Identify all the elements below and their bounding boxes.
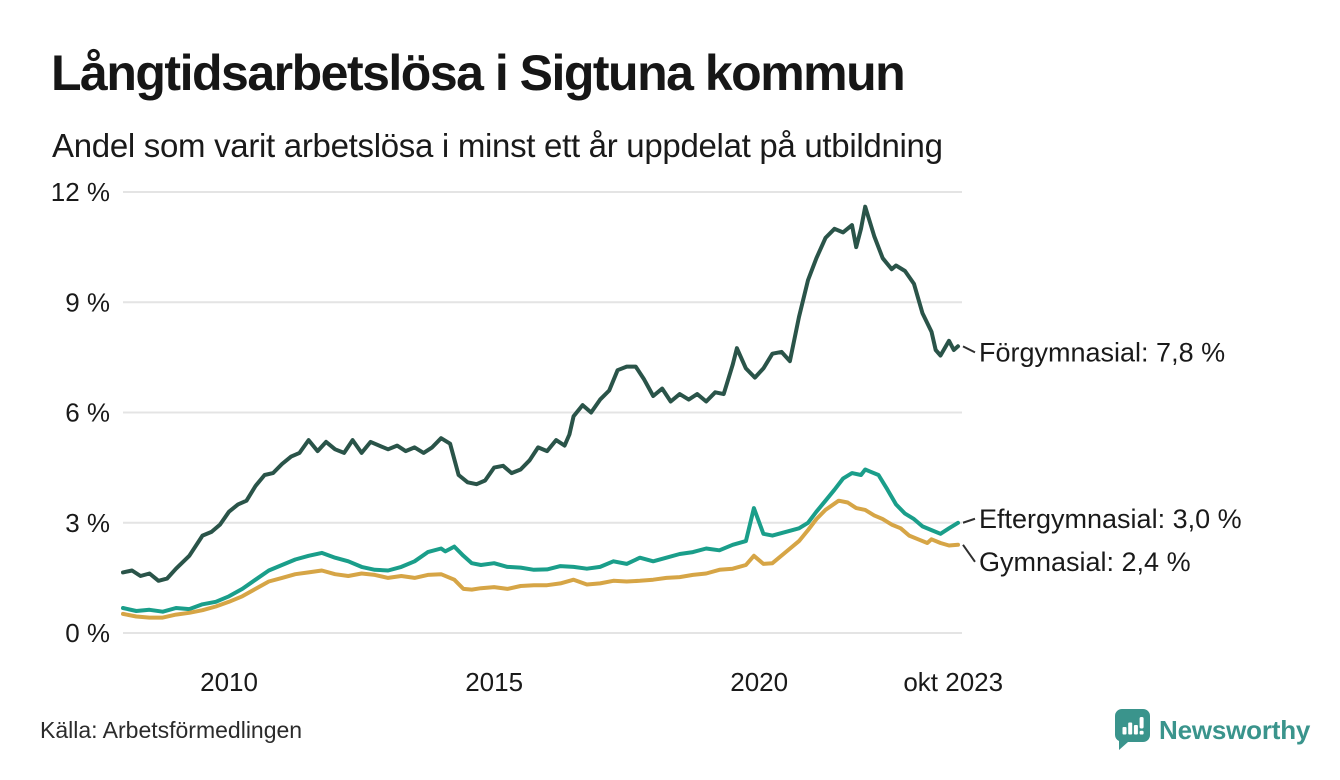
x-tick-label: 2015	[465, 667, 523, 697]
label-leader-line	[962, 345, 976, 354]
series-end-label-gymnasial: Gymnasial: 2,4 %	[979, 547, 1191, 577]
logo-bubble-shape	[1115, 709, 1150, 750]
y-tick-label: 3 %	[65, 508, 110, 538]
source-note: Källa: Arbetsförmedlingen	[40, 717, 303, 743]
page-title: Långtidsarbetslösa i Sigtuna kommun	[51, 45, 906, 101]
newsworthy-logo-icon	[1115, 709, 1150, 750]
chart-subtitle: Andel som varit arbetslösa i minst ett å…	[52, 127, 943, 164]
series-line-förgymnasial	[121, 204, 960, 583]
logo-exclamation-bar	[1139, 717, 1144, 729]
logo-bar-1	[1122, 727, 1127, 735]
label-leader-line	[962, 544, 976, 563]
x-tick-label: 2010	[200, 667, 258, 697]
logo-bar-3	[1133, 725, 1138, 735]
series-line-eftergymnasial	[121, 467, 960, 614]
y-tick-label: 0 %	[65, 618, 110, 648]
series-end-label-eftergymnasial: Eftergymnasial: 3,0 %	[979, 504, 1242, 534]
logo-exclamation-dot	[1139, 730, 1144, 735]
y-tick-label: 12 %	[51, 177, 110, 207]
y-tick-label: 9 %	[65, 287, 110, 317]
x-tick-label: okt 2023	[903, 667, 1003, 697]
series-end-label-förgymnasial: Förgymnasial: 7,8 %	[979, 337, 1225, 367]
series-line-gymnasial	[121, 498, 960, 620]
x-tick-label: 2020	[730, 667, 788, 697]
logo-bar-2	[1128, 722, 1133, 735]
brand-name: Newsworthy	[1159, 714, 1311, 745]
label-leader-line	[962, 517, 976, 524]
y-tick-label: 6 %	[65, 398, 110, 428]
newsworthy-branding: Newsworthy	[1115, 709, 1310, 751]
